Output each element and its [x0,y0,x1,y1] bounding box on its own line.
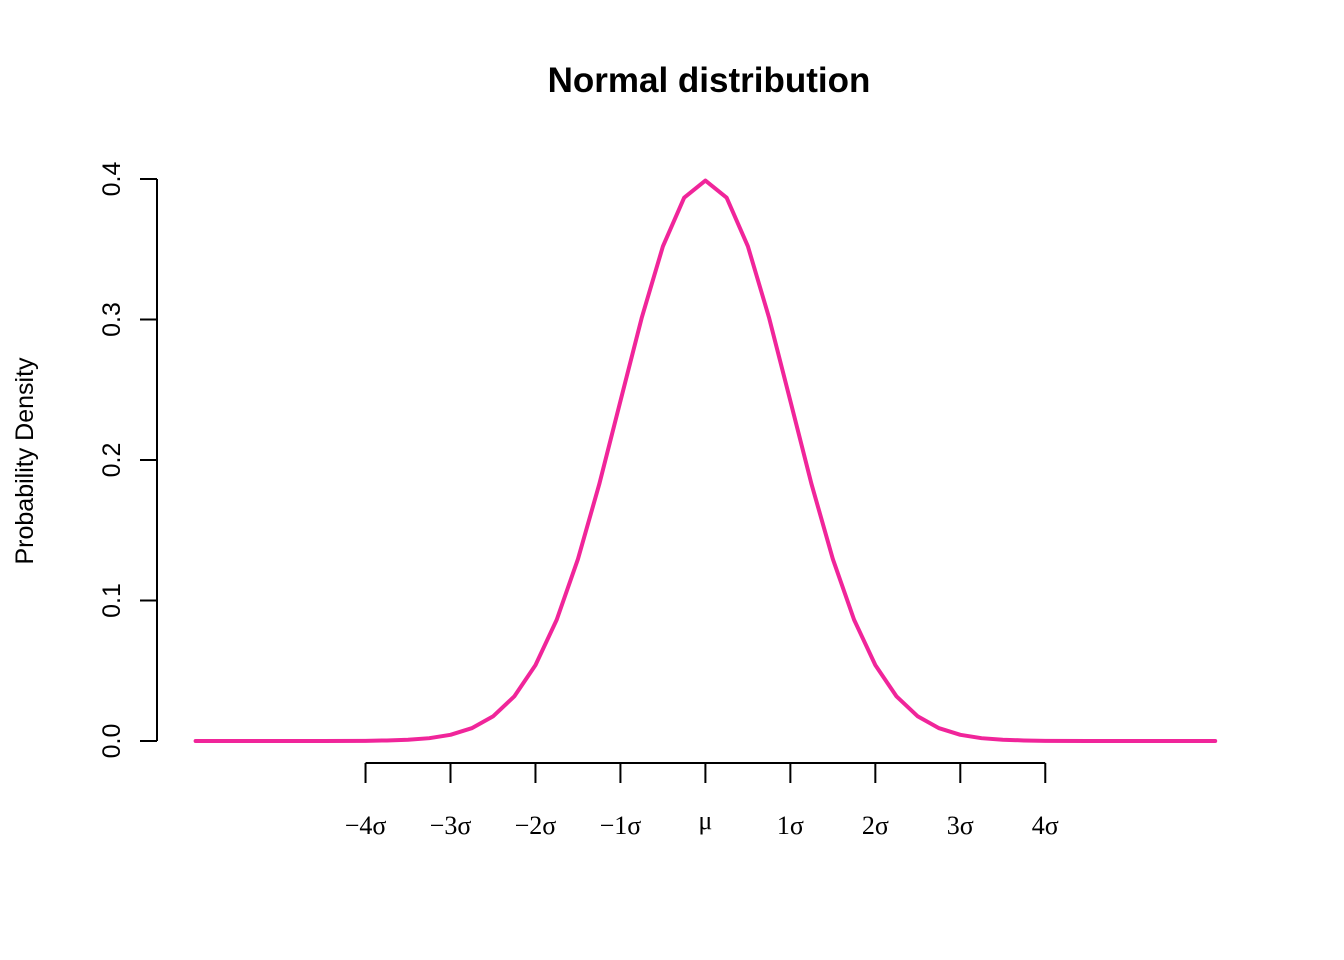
y-tick-label: 0.2 [98,443,126,478]
x-axis: −4σ −3σ −2σ −1σ μ 1σ 2σ 3σ 4σ [345,762,1059,840]
x-tick-label: −3σ [430,811,472,840]
x-tick-label: 3σ [947,811,974,840]
y-tick-label: 0.1 [98,583,126,618]
y-tick-label: 0.3 [98,302,126,337]
x-tick-label: −2σ [515,811,557,840]
x-tick-label: 1σ [777,811,804,840]
y-axis-label: Probability Density [11,357,39,565]
y-axis: 0.0 0.1 0.2 0.3 0.4 [98,162,158,759]
chart-title: Normal distribution [548,61,871,100]
y-tick-label: 0.4 [98,162,126,197]
y-tick-label: 0.0 [98,724,126,759]
x-tick-label: μ [698,806,712,835]
x-tick-label: −1σ [600,811,642,840]
density-curve [193,178,1218,743]
x-tick-label: 4σ [1032,811,1059,840]
x-tick-label: 2σ [862,811,889,840]
plot-area [193,178,1218,743]
x-tick-label: −4σ [345,811,387,840]
